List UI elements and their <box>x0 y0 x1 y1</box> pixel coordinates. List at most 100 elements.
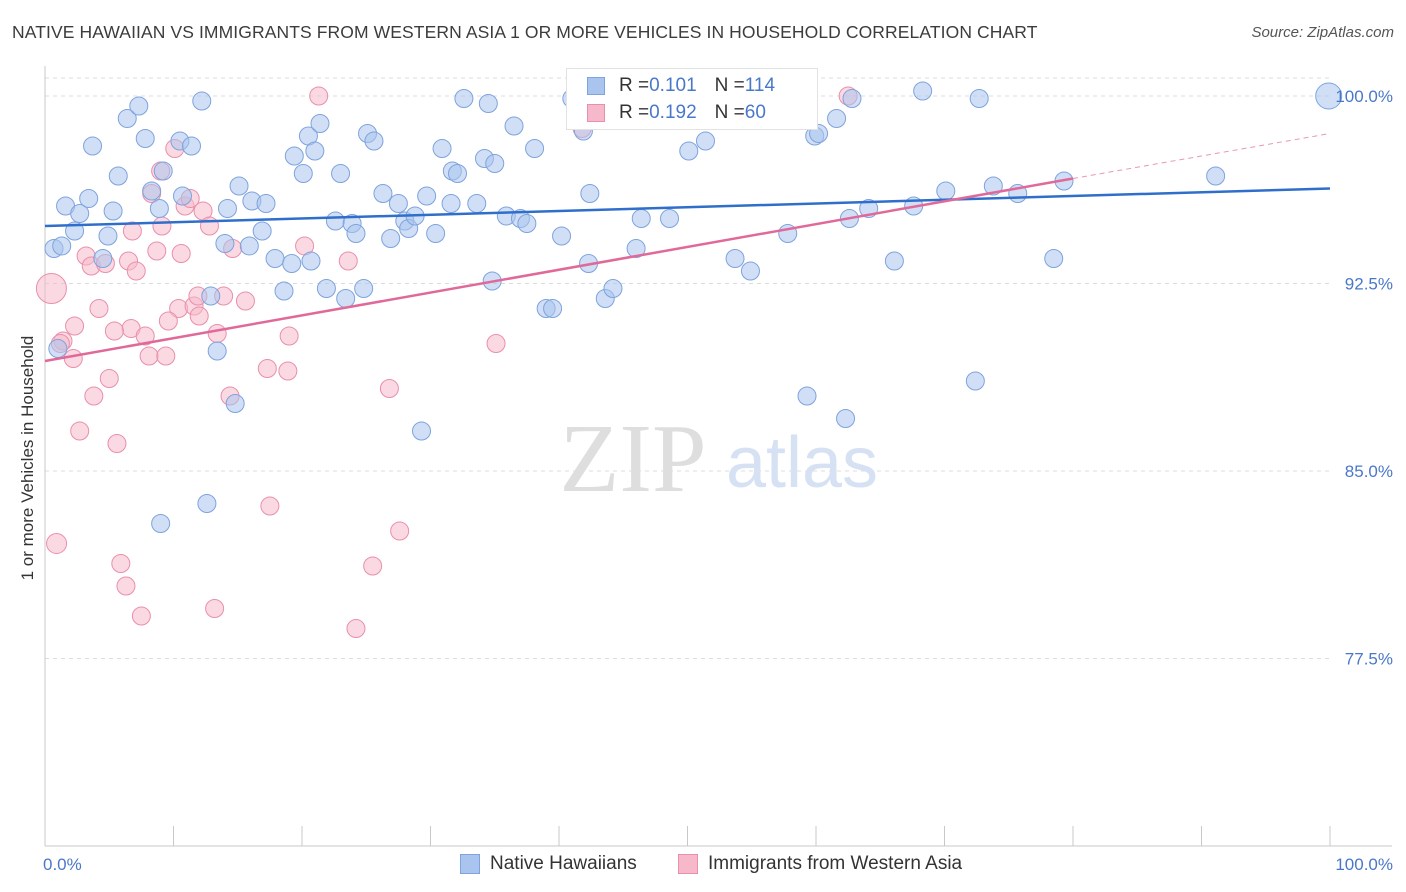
trend-line-native-hawaiians <box>44 187 1331 228</box>
data-point-immigrants <box>152 216 172 236</box>
data-point-native-hawaiians <box>373 184 393 203</box>
data-point-native-hawaiians <box>239 236 259 256</box>
data-point-immigrants <box>199 216 219 236</box>
data-point-native-hawaiians <box>412 421 432 441</box>
data-point-native-hawaiians <box>1206 166 1226 186</box>
data-point-native-hawaiians <box>93 249 113 268</box>
data-point-native-hawaiians <box>552 226 572 246</box>
data-point-native-hawaiians <box>192 91 212 111</box>
data-point-immigrants <box>139 346 159 366</box>
data-point-immigrants <box>171 244 191 263</box>
data-point-native-hawaiians <box>884 251 904 271</box>
data-point-immigrants <box>89 299 109 318</box>
data-point-immigrants <box>486 334 506 353</box>
data-point-native-hawaiians <box>325 211 345 231</box>
data-point-native-hawaiians <box>284 146 304 166</box>
data-point-native-hawaiians <box>103 201 123 221</box>
data-point-immigrants <box>147 241 167 261</box>
data-point-immigrants <box>235 291 255 311</box>
n-label: N = <box>714 75 745 96</box>
data-point-native-hawaiians <box>517 214 537 233</box>
data-point-immigrants <box>122 221 142 241</box>
pink-swatch <box>587 104 605 122</box>
legend-item-immigrants[interactable]: Immigrants from Western Asia <box>678 851 962 877</box>
data-point-native-hawaiians <box>1044 249 1064 268</box>
data-point-native-hawaiians <box>626 239 646 258</box>
data-point-native-hawaiians <box>282 254 302 273</box>
data-point-native-hawaiians <box>142 181 162 201</box>
data-point-native-hawaiians <box>679 141 699 161</box>
data-point-immigrants <box>107 434 127 453</box>
y-axis-label: 1 or more Vehicles in Household <box>18 335 37 581</box>
stats-row-native-hawaiians: R = 0.101 N = 114 <box>587 73 775 99</box>
data-point-native-hawaiians <box>153 161 173 181</box>
data-point-immigrants <box>65 316 85 336</box>
data-point-native-hawaiians <box>316 279 336 298</box>
data-point-immigrants <box>260 496 280 516</box>
data-point-native-hawaiians <box>695 131 715 151</box>
data-point-native-hawaiians <box>525 139 545 158</box>
data-point-immigrants <box>205 599 225 618</box>
data-point-immigrants <box>158 311 178 331</box>
n-value: 114 <box>744 75 776 96</box>
data-point-native-hawaiians <box>52 236 72 256</box>
data-point-immigrants <box>35 273 67 304</box>
data-point-native-hawaiians <box>79 189 99 208</box>
data-point-native-hawaiians <box>225 394 245 413</box>
data-point-immigrants <box>207 324 227 343</box>
data-point-native-hawaiians <box>842 89 862 108</box>
data-point-immigrants <box>131 606 151 626</box>
stats-row-immigrants: R = 0.192 N = 60 <box>587 100 766 126</box>
data-point-native-hawaiians <box>207 341 227 361</box>
data-point-immigrants <box>338 251 358 271</box>
data-point-immigrants <box>363 556 383 576</box>
data-point-native-hawaiians <box>969 89 989 108</box>
data-point-native-hawaiians <box>151 514 171 533</box>
data-point-native-hawaiians <box>467 194 487 213</box>
data-point-native-hawaiians <box>229 176 249 196</box>
x-tick-label: 0.0% <box>43 855 82 874</box>
data-point-immigrants <box>111 554 131 573</box>
data-point-native-hawaiians <box>149 199 169 218</box>
data-point-native-hawaiians <box>983 176 1003 196</box>
r-value: 0.192 <box>649 102 697 123</box>
data-point-native-hawaiians <box>197 494 217 513</box>
axes <box>44 66 1392 847</box>
data-point-native-hawaiians <box>70 204 90 223</box>
data-point-native-hawaiians <box>388 194 408 213</box>
data-point-native-hawaiians <box>117 109 137 128</box>
data-point-native-hawaiians <box>98 226 118 246</box>
data-point-native-hawaiians <box>504 116 524 136</box>
data-point-native-hawaiians <box>454 89 474 108</box>
n-value: 60 <box>744 102 766 123</box>
data-point-native-hawaiians <box>331 164 351 183</box>
data-point-native-hawaiians <box>913 81 933 101</box>
stats-legend: R = 0.101 N = 114 R = 0.192 N = 60 <box>566 68 818 130</box>
data-point-native-hawaiians <box>417 186 437 206</box>
legend-item-native-hawaiians[interactable]: Native Hawaiians <box>460 851 637 877</box>
data-point-native-hawaiians <box>181 136 201 156</box>
data-point-native-hawaiians <box>48 339 68 358</box>
zipatlas-watermark: ZIP atlas <box>560 405 879 513</box>
data-point-native-hawaiians <box>364 131 384 151</box>
data-point-native-hawaiians <box>252 221 272 241</box>
data-point-native-hawaiians <box>346 224 366 243</box>
chart-title: NATIVE HAWAIIAN VS IMMIGRANTS FROM WESTE… <box>12 22 1038 42</box>
data-point-native-hawaiians <box>108 166 128 186</box>
series-native-hawaiians-points <box>44 81 1343 533</box>
legend-label: Immigrants from Western Asia <box>708 853 963 874</box>
data-point-native-hawaiians <box>201 286 221 306</box>
data-point-immigrants <box>104 321 124 341</box>
data-point-native-hawaiians <box>305 141 325 161</box>
data-point-immigrants <box>189 306 209 326</box>
data-point-native-hawaiians <box>129 96 149 116</box>
tick-labels: 100.0% 92.5% 85.0% 77.5% 0.0% 100.0% <box>43 87 1393 874</box>
data-point-native-hawaiians <box>310 114 330 133</box>
data-point-native-hawaiians <box>827 109 847 128</box>
data-point-immigrants <box>156 346 176 366</box>
data-point-immigrants <box>278 361 298 381</box>
data-point-native-hawaiians <box>256 194 276 213</box>
data-point-immigrants <box>309 86 329 106</box>
data-point-native-hawaiians <box>265 249 285 268</box>
